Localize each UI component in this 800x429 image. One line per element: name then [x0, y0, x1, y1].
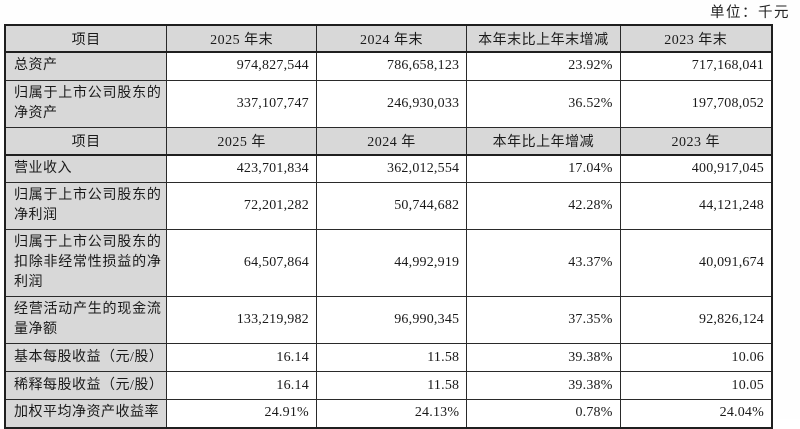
cell-value: 974,827,544 — [166, 51, 317, 81]
table-row-basic-eps: 基本每股收益（元/股） 16.14 11.58 39.38% 10.06 — [4, 343, 773, 372]
cell-value: 44,992,919 — [315, 229, 468, 297]
cell-value: 400,917,045 — [619, 154, 773, 183]
cell-value: 39.38% — [466, 343, 621, 372]
cell-value: 50,744,682 — [315, 182, 468, 230]
table-row-net-assets: 归属于上市公司股东的净资产 337,107,747 246,930,033 36… — [4, 79, 773, 128]
cell-value: 717,168,041 — [619, 51, 773, 81]
cell-value: 24.04% — [619, 399, 773, 428]
row-label: 基本每股收益（元/股） — [4, 343, 168, 372]
row-label: 归属于上市公司股东的净资产 — [4, 79, 168, 128]
row-label: 营业收入 — [4, 154, 168, 183]
table-row-net-profit-excl-nonrecurring: 归属于上市公司股东的扣除非经常性损益的净利润 64,507,864 44,992… — [4, 229, 773, 297]
column-header-2023-yearend: 2023 年末 — [619, 24, 773, 53]
cell-value: 39.38% — [466, 371, 621, 400]
cell-value: 24.13% — [315, 399, 468, 428]
cell-value: 337,107,747 — [166, 79, 317, 128]
column-header-2023: 2023 年 — [619, 126, 773, 156]
row-label: 归属于上市公司股东的净利润 — [4, 182, 168, 230]
row-label: 总资产 — [4, 51, 168, 81]
cell-value: 16.14 — [166, 343, 317, 372]
cell-value: 11.58 — [315, 343, 468, 372]
cell-value: 44,121,248 — [619, 182, 773, 230]
cell-value: 197,708,052 — [619, 79, 773, 128]
financial-summary-table: 项目 2025 年末 2024 年末 本年末比上年末增减 2023 年末 总资产… — [4, 24, 773, 429]
row-label: 归属于上市公司股东的扣除非经常性损益的净利润 — [4, 229, 168, 297]
cell-value: 42.28% — [466, 182, 621, 230]
cell-value: 133,219,982 — [166, 296, 317, 344]
column-header-2024-yearend: 2024 年末 — [315, 24, 468, 53]
table-header-row-annual: 项目 2025 年 2024 年 本年比上年增减 2023 年 — [4, 126, 773, 156]
table-row-net-profit: 归属于上市公司股东的净利润 72,201,282 50,744,682 42.2… — [4, 182, 773, 230]
cell-value: 10.05 — [619, 371, 773, 400]
cell-value: 72,201,282 — [166, 182, 317, 230]
cell-value: 246,930,033 — [315, 79, 468, 128]
table-row-revenue: 营业收入 423,701,834 362,012,554 17.04% 400,… — [4, 154, 773, 183]
row-label: 加权平均净资产收益率 — [4, 399, 168, 428]
cell-value: 10.06 — [619, 343, 773, 372]
cell-value: 423,701,834 — [166, 154, 317, 183]
column-header-yoy-yearend-change: 本年末比上年末增减 — [466, 24, 621, 53]
table-row-total-assets: 总资产 974,827,544 786,658,123 23.92% 717,1… — [4, 51, 773, 81]
column-header-2025-yearend: 2025 年末 — [166, 24, 317, 53]
cell-value: 43.37% — [466, 229, 621, 297]
row-label: 经营活动产生的现金流量净额 — [4, 296, 168, 344]
cell-value: 64,507,864 — [166, 229, 317, 297]
cell-value: 40,091,674 — [619, 229, 773, 297]
column-header-yoy-change: 本年比上年增减 — [466, 126, 621, 156]
cell-value: 17.04% — [466, 154, 621, 183]
column-header-2025: 2025 年 — [166, 126, 317, 156]
cell-value: 362,012,554 — [315, 154, 468, 183]
cell-value: 23.92% — [466, 51, 621, 81]
cell-value: 37.35% — [466, 296, 621, 344]
cell-value: 11.58 — [315, 371, 468, 400]
table-header-row-yearend: 项目 2025 年末 2024 年末 本年末比上年末增减 2023 年末 — [4, 24, 773, 53]
cell-value: 36.52% — [466, 79, 621, 128]
column-header-item: 项目 — [4, 126, 168, 156]
column-header-2024: 2024 年 — [315, 126, 468, 156]
cell-value: 92,826,124 — [619, 296, 773, 344]
table-row-operating-cash-flow: 经营活动产生的现金流量净额 133,219,982 96,990,345 37.… — [4, 296, 773, 344]
cell-value: 24.91% — [166, 399, 317, 428]
row-label: 稀释每股收益（元/股） — [4, 371, 168, 400]
cell-value: 96,990,345 — [315, 296, 468, 344]
cell-value: 786,658,123 — [315, 51, 468, 81]
table-row-diluted-eps: 稀释每股收益（元/股） 16.14 11.58 39.38% 10.05 — [4, 371, 773, 400]
unit-label: 单位：千元 — [710, 5, 790, 21]
table-row-weighted-avg-roe: 加权平均净资产收益率 24.91% 24.13% 0.78% 24.04% — [4, 399, 773, 428]
cell-value: 0.78% — [466, 399, 621, 428]
cell-value: 16.14 — [166, 371, 317, 400]
column-header-item: 项目 — [4, 24, 168, 53]
document-page: 单位：千元 项目 2025 年末 2024 年末 本年末比上年末增减 2023 … — [4, 5, 790, 429]
